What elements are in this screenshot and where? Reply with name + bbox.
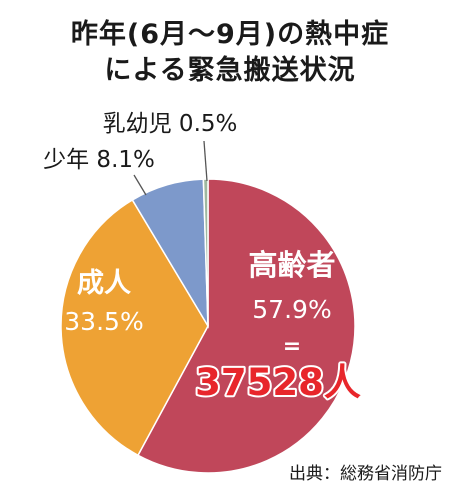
source-note: 出典：総務省消防庁: [289, 464, 442, 484]
slice-infant: [202, 178, 209, 327]
count-elderly: 37528人: [195, 361, 361, 404]
slice-adult: [60, 198, 209, 457]
label-infant: 乳幼児 0.5%: [103, 111, 238, 137]
leader-line-youth: [133, 174, 147, 196]
value-adult: 33.5%: [64, 307, 143, 336]
label-youth: 少年 8.1%: [43, 147, 155, 173]
chart-title-line-1: 昨年(6月〜9月)の熱中症: [70, 19, 390, 50]
label-adult: 成人: [77, 268, 131, 299]
chart-title-line-2: による緊急搬送状況: [104, 55, 356, 86]
slice-elderly: [136, 178, 356, 474]
value-elderly: 57.9%: [252, 295, 331, 324]
label-elderly: 高齢者: [248, 248, 335, 282]
leader-line-infant: [203, 140, 208, 182]
equals-elderly: =: [283, 334, 301, 359]
